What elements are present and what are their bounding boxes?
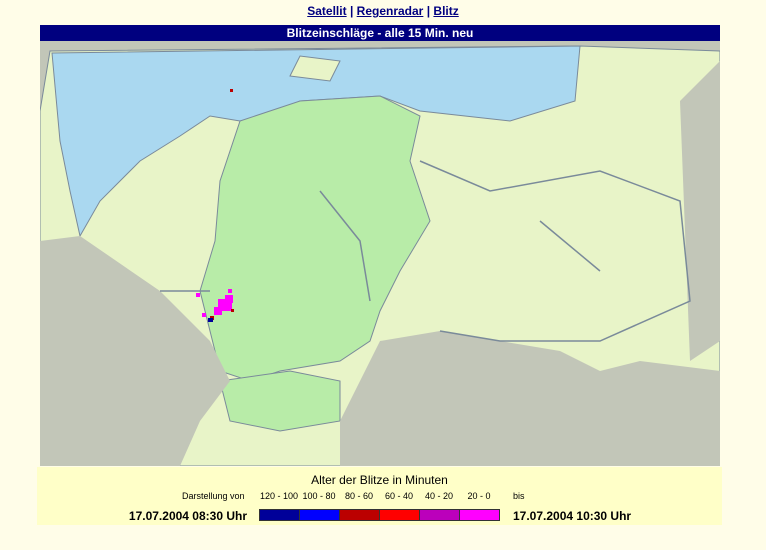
- start-date: 17.07.2004 08:30 Uhr: [128, 509, 247, 523]
- legend-title: Alter der Blitze in Minuten: [311, 473, 448, 487]
- legend-label: 120 - 100: [259, 491, 299, 501]
- from-label: Darstellung von: [182, 491, 245, 501]
- legend-label: 60 - 40: [384, 491, 414, 501]
- nav-link[interactable]: Satellit: [307, 4, 347, 18]
- nav-link[interactable]: Regenradar: [356, 4, 424, 18]
- end-date: 17.07.2004 10:30 Uhr: [513, 509, 632, 523]
- legend-swatch: [379, 509, 420, 521]
- legend-swatch: [459, 509, 500, 521]
- legend-label: 80 - 60: [344, 491, 374, 501]
- legend-label: 20 - 0: [467, 491, 491, 501]
- legend-label: 40 - 20: [424, 491, 454, 501]
- legend-swatch: [259, 509, 300, 521]
- legend-swatch: [339, 509, 380, 521]
- map-title: Blitzeinschläge - alle 15 Min. neu: [40, 25, 720, 41]
- separator: |: [426, 4, 431, 18]
- nav-link[interactable]: Blitz: [433, 4, 459, 18]
- legend-swatch: [419, 509, 460, 521]
- separator: |: [349, 4, 354, 18]
- to-label: bis: [513, 491, 525, 501]
- legend-swatch: [299, 509, 340, 521]
- legend-label: 100 - 80: [302, 491, 336, 501]
- map: [40, 41, 720, 466]
- legend: Alter der Blitze in Minuten Darstellung …: [37, 467, 722, 525]
- nav: Satellit | Regenradar | Blitz: [0, 4, 766, 18]
